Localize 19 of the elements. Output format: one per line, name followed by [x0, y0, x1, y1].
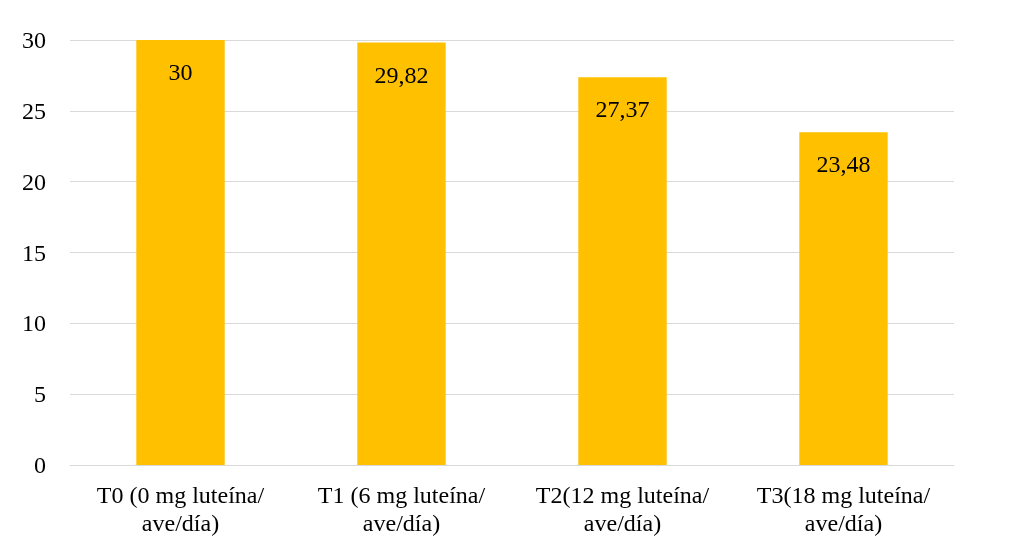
y-tick-label: 25 — [22, 97, 46, 124]
data-label: 27,37 — [595, 96, 650, 123]
x-tick-label: T1 (6 mg luteína/ave/día) — [317, 482, 486, 536]
y-tick-label: 30 — [22, 27, 46, 53]
y-tick-label: 5 — [34, 381, 46, 408]
bar — [136, 40, 225, 465]
bar — [799, 132, 888, 465]
y-tick-label: 20 — [22, 168, 46, 195]
data-label: 30 — [168, 59, 193, 85]
y-tick-label: 15 — [22, 239, 46, 266]
data-label: 23,48 — [816, 151, 871, 178]
x-tick-label: T3(18 mg luteína/ave/día) — [756, 482, 931, 536]
data-label: 29,82 — [374, 61, 429, 88]
y-tick-label: 0 — [34, 452, 46, 478]
x-tick-label: T0 (0 mg luteína/ave/día) — [96, 482, 265, 536]
bar — [578, 77, 667, 465]
bar — [357, 42, 446, 465]
y-tick-label: 10 — [22, 310, 46, 337]
x-tick-label: T2(12 mg luteína/ave/día) — [535, 482, 710, 536]
